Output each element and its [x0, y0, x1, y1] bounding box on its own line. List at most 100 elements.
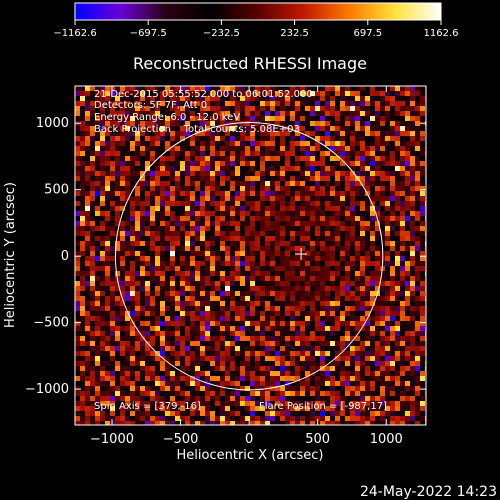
heatmap-cell: [165, 111, 171, 117]
heatmap-cell: [215, 341, 221, 347]
heatmap-cell: [165, 96, 171, 102]
heatmap-cell: [215, 171, 221, 177]
heatmap-cell: [400, 396, 406, 402]
heatmap-cell: [270, 266, 276, 272]
heatmap-cell: [305, 151, 311, 157]
heatmap-cell: [245, 416, 251, 422]
heatmap-cell: [250, 321, 256, 327]
heatmap-cell: [295, 116, 301, 122]
heatmap-cell: [170, 106, 176, 112]
heatmap-cell: [125, 201, 131, 207]
heatmap-cell: [120, 411, 126, 417]
heatmap-cell: [400, 386, 406, 392]
heatmap-cell: [150, 351, 156, 357]
heatmap-cell: [335, 246, 341, 252]
heatmap-cell: [415, 256, 421, 262]
heatmap-cell: [105, 371, 111, 377]
heatmap-cell: [355, 321, 361, 327]
heatmap-cell: [225, 131, 231, 137]
heatmap-cell: [115, 381, 121, 387]
heatmap-cell: [275, 171, 281, 177]
heatmap-cell: [295, 216, 301, 222]
heatmap-cell: [235, 166, 241, 172]
heatmap-cell: [75, 401, 81, 407]
heatmap-cell: [400, 226, 406, 232]
heatmap-cell: [320, 276, 326, 282]
heatmap-cell: [160, 296, 166, 302]
heatmap-cell: [365, 351, 371, 357]
heatmap-cell: [180, 371, 186, 377]
heatmap-cell: [210, 171, 216, 177]
heatmap-cell: [90, 401, 96, 407]
heatmap-cell: [255, 181, 261, 187]
heatmap-cell: [270, 96, 276, 102]
heatmap-cell: [175, 101, 181, 107]
heatmap-cell: [80, 281, 86, 287]
heatmap-cell: [185, 421, 191, 425]
heatmap-cell: [205, 156, 211, 162]
heatmap-cell: [155, 301, 161, 307]
heatmap-cell: [200, 361, 206, 367]
heatmap-cell: [190, 371, 196, 377]
heatmap-cell: [285, 96, 291, 102]
heatmap-cell: [250, 241, 256, 247]
heatmap-cell: [355, 356, 361, 362]
heatmap-cell: [175, 226, 181, 232]
heatmap-cell: [230, 156, 236, 162]
heatmap-cell: [100, 231, 106, 237]
heatmap-cell: [110, 336, 116, 342]
heatmap-cell: [370, 291, 376, 297]
heatmap-cell: [360, 126, 366, 132]
heatmap-cell: [340, 251, 346, 257]
heatmap-cell: [155, 391, 161, 397]
heatmap-cell: [290, 151, 296, 157]
heatmap-cell: [365, 86, 371, 92]
heatmap-cell: [150, 236, 156, 242]
heatmap-cell: [105, 111, 111, 117]
heatmap-cell: [380, 206, 386, 212]
heatmap-cell: [195, 156, 201, 162]
heatmap-cell: [400, 201, 406, 207]
heatmap-cell: [270, 111, 276, 117]
heatmap-cell: [180, 391, 186, 397]
heatmap-cell: [395, 296, 401, 302]
heatmap-cell: [340, 161, 346, 167]
heatmap-cell: [200, 316, 206, 322]
heatmap-cell: [320, 246, 326, 252]
heatmap-cell: [110, 391, 116, 397]
heatmap-cell: [270, 346, 276, 352]
heatmap-cell: [345, 216, 351, 222]
heatmap-cell: [360, 146, 366, 152]
heatmap-cell: [185, 361, 191, 367]
heatmap-cell: [270, 121, 276, 127]
heatmap-cell: [125, 206, 131, 212]
heatmap-cell: [365, 311, 371, 317]
heatmap-cell: [250, 236, 256, 242]
heatmap-cell: [235, 306, 241, 312]
heatmap-cell: [260, 131, 266, 137]
plot-frame: [74, 85, 427, 426]
heatmap-cell: [115, 221, 121, 227]
heatmap-cell: [310, 266, 316, 272]
heatmap-cell: [275, 146, 281, 152]
heatmap-cell: [110, 271, 116, 277]
heatmap-cell: [275, 336, 281, 342]
heatmap-cell: [350, 236, 356, 242]
heatmap-cell: [380, 331, 386, 337]
heatmap-cell: [340, 361, 346, 367]
heatmap-cell: [380, 141, 386, 147]
heatmap-cell: [335, 86, 341, 92]
heatmap-cell: [415, 166, 421, 172]
heatmap-cell: [400, 96, 406, 102]
heatmap-cell: [170, 291, 176, 297]
timestamp: 24-May-2022 14:23: [360, 484, 497, 500]
heatmap-cell: [115, 286, 121, 292]
heatmap-cell: [190, 231, 196, 237]
heatmap-cell: [350, 391, 356, 397]
heatmap-cell: [420, 136, 426, 142]
heatmap-cell: [125, 86, 131, 92]
heatmap-cell: [105, 101, 111, 107]
heatmap-cell: [225, 406, 231, 412]
heatmap-cell: [340, 286, 346, 292]
heatmap-cell: [385, 321, 391, 327]
